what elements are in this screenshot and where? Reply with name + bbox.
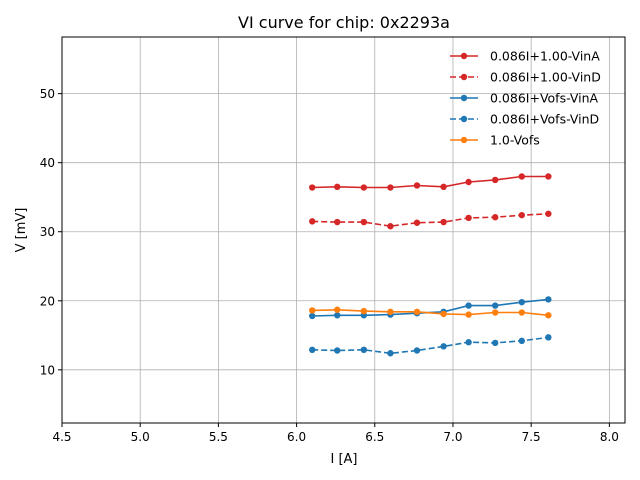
data-point bbox=[518, 309, 525, 316]
data-point bbox=[413, 182, 421, 189]
legend-swatch-marker bbox=[460, 136, 468, 144]
x-axis-label: I [A] bbox=[330, 452, 357, 467]
data-point bbox=[545, 210, 552, 217]
legend-label: 0.086I+1.00-VinA bbox=[490, 49, 600, 64]
series-4 bbox=[309, 306, 552, 319]
plot-frame bbox=[61, 36, 626, 424]
legend: 0.086I+1.00-VinA 0.086I+1.00-VinD 0.086I+V… bbox=[450, 49, 601, 148]
legend-entry: 0.086I+Vofs-VinA bbox=[450, 91, 599, 106]
data-point bbox=[360, 184, 368, 191]
y-tick-label: 40 bbox=[40, 156, 55, 170]
data-point bbox=[545, 173, 552, 180]
data-point bbox=[518, 337, 525, 345]
series-line bbox=[312, 213, 549, 228]
data-point bbox=[440, 183, 447, 191]
legend-swatch-marker bbox=[460, 94, 468, 102]
series-3 bbox=[309, 334, 552, 357]
data-point bbox=[545, 334, 552, 341]
data-point bbox=[387, 223, 394, 230]
x-tick-label: 5.5 bbox=[209, 430, 228, 444]
data-point bbox=[413, 347, 421, 354]
data-point bbox=[491, 176, 499, 184]
data-point bbox=[360, 218, 368, 226]
data-point bbox=[465, 302, 472, 309]
series-line bbox=[312, 175, 549, 189]
data-point bbox=[465, 178, 472, 186]
data-point bbox=[491, 302, 499, 309]
x-tick-label: 6.0 bbox=[287, 430, 306, 444]
data-point bbox=[545, 296, 552, 303]
legend-entry: 1.0-Vofs bbox=[450, 133, 540, 148]
data-point bbox=[334, 347, 341, 354]
y-tick-label: 10 bbox=[40, 363, 55, 377]
data-point bbox=[518, 173, 525, 180]
legend-label: 1.0-Vofs bbox=[490, 133, 540, 148]
chart-title: VI curve for chip: 0x2293a bbox=[238, 13, 450, 32]
series-1 bbox=[309, 210, 552, 230]
legend-swatch-marker bbox=[460, 73, 468, 81]
legend-swatch-marker bbox=[460, 115, 468, 123]
data-point bbox=[334, 183, 341, 191]
series-line bbox=[312, 336, 549, 355]
data-point bbox=[309, 218, 316, 225]
y-axis-label: V [mV] bbox=[14, 208, 29, 253]
data-point bbox=[334, 218, 341, 226]
legend-label: 0.086I+1.00-VinD bbox=[490, 70, 601, 85]
y-tick-label: 50 bbox=[40, 87, 55, 101]
data-point bbox=[387, 350, 394, 357]
data-point bbox=[309, 307, 316, 314]
data-point bbox=[545, 312, 552, 319]
series-line bbox=[312, 308, 549, 317]
legend-entry: 0.086I+1.00-VinA bbox=[450, 49, 600, 64]
series-layer bbox=[309, 173, 552, 357]
data-point bbox=[309, 312, 316, 320]
legend-entry: 0.086I+1.00-VinD bbox=[450, 70, 601, 85]
y-tick-label: 20 bbox=[40, 294, 55, 308]
legend-label: 0.086I+Vofs-VinD bbox=[490, 112, 599, 127]
data-point bbox=[518, 211, 525, 219]
data-point bbox=[440, 310, 447, 318]
data-point bbox=[491, 309, 499, 316]
x-tick-label: 6.5 bbox=[365, 430, 384, 444]
data-point bbox=[309, 346, 316, 354]
data-point bbox=[440, 343, 447, 350]
ticks: 4.5 5.0 5.5 6.0 6.5 7.0 7.5 8.0 10 20 30 40 50 bbox=[40, 87, 619, 444]
legend-swatch-marker bbox=[460, 52, 468, 60]
data-point bbox=[360, 346, 368, 354]
data-point bbox=[491, 214, 499, 221]
x-tick-label: 7.0 bbox=[443, 430, 462, 444]
x-tick-label: 7.5 bbox=[522, 430, 541, 444]
data-point bbox=[334, 306, 341, 313]
x-tick-label: 5.0 bbox=[131, 430, 150, 444]
data-point bbox=[465, 339, 472, 346]
data-point bbox=[465, 214, 472, 222]
data-point bbox=[413, 219, 421, 226]
data-point bbox=[387, 308, 394, 316]
data-point bbox=[491, 339, 499, 347]
legend-label: 0.086I+Vofs-VinA bbox=[490, 91, 599, 106]
x-tick-label: 4.5 bbox=[52, 430, 71, 444]
data-point bbox=[440, 218, 447, 226]
data-point bbox=[518, 298, 525, 306]
data-point bbox=[413, 308, 421, 316]
legend-entry: 0.086I+Vofs-VinD bbox=[450, 112, 599, 127]
data-point bbox=[334, 312, 341, 319]
data-point bbox=[309, 184, 316, 191]
y-tick-label: 30 bbox=[40, 225, 55, 239]
x-tick-label: 8.0 bbox=[600, 430, 619, 444]
data-point bbox=[360, 307, 368, 315]
series-0 bbox=[309, 173, 552, 191]
data-point bbox=[465, 311, 472, 318]
data-point bbox=[387, 184, 394, 191]
